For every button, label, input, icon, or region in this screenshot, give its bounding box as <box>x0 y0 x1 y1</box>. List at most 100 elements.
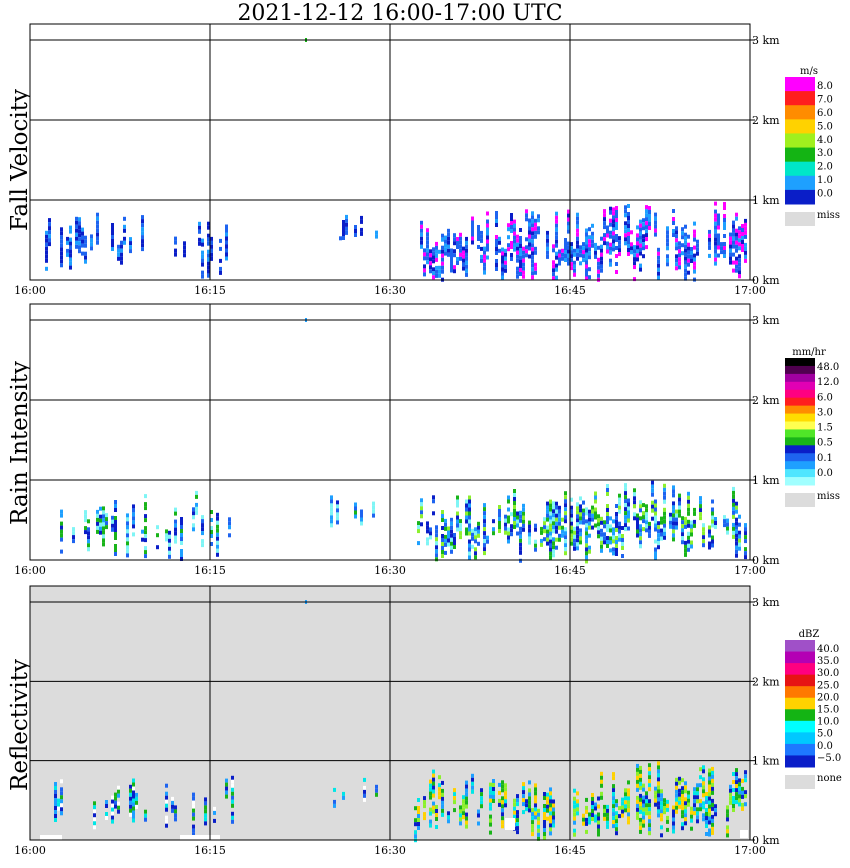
echo-cell <box>48 230 51 235</box>
echo-cell <box>639 227 642 232</box>
echo-cell <box>591 817 594 821</box>
echo-cell <box>666 226 669 231</box>
echo-cell <box>570 521 573 526</box>
echo-cell <box>501 784 504 789</box>
echo-cell <box>60 521 63 526</box>
echo-cell <box>633 492 636 497</box>
echo-cell <box>645 504 648 509</box>
legend-label: 1.5 <box>817 423 833 434</box>
echo-cell <box>555 267 558 272</box>
echo-cell <box>87 527 90 532</box>
echo-cell <box>549 791 552 796</box>
echo-cell <box>165 819 168 824</box>
echo-cell <box>504 526 507 531</box>
echo-cell <box>654 547 657 552</box>
echo-cell <box>111 243 114 247</box>
echo-cell <box>525 807 528 812</box>
legend-unit: dBZ <box>799 629 820 640</box>
echo-cell <box>621 534 624 538</box>
legend-unit: m/s <box>800 66 818 77</box>
x-tick-label: 16:15 <box>194 284 226 297</box>
echo-cell <box>435 809 438 813</box>
echo-cell <box>495 251 498 255</box>
echo-cell <box>675 262 678 267</box>
echo-cell <box>420 506 423 511</box>
echo-cell <box>735 792 738 797</box>
echo-cell <box>609 230 612 235</box>
echo-cell <box>549 811 552 816</box>
echo-cell <box>426 256 429 261</box>
legend-swatch <box>785 421 815 430</box>
echo-cell <box>714 233 717 238</box>
echo-cell <box>648 533 651 538</box>
echo-cell <box>738 266 741 271</box>
echo-cell <box>735 780 738 785</box>
echo-cell <box>741 790 744 795</box>
echo-cell <box>702 539 705 544</box>
echo-cell <box>642 783 645 788</box>
echo-cell <box>468 551 471 556</box>
echo-cell <box>639 508 642 513</box>
echo-cell <box>549 503 552 508</box>
echo-cell <box>741 240 744 244</box>
echo-cell <box>657 529 660 534</box>
echo-cell <box>564 519 567 524</box>
echo-cell <box>528 242 531 247</box>
echo-cell <box>336 504 339 509</box>
echo-cell <box>123 224 126 229</box>
echo-cell <box>591 793 594 797</box>
echo-cell <box>636 533 639 538</box>
echo-cell <box>744 234 747 239</box>
echo-cell <box>477 541 480 546</box>
echo-cell <box>672 825 675 830</box>
echo-cell <box>507 243 510 248</box>
echo-cell <box>639 516 642 521</box>
echo-cell <box>672 485 675 490</box>
echo-cell <box>726 817 729 822</box>
echo-cell <box>711 766 714 771</box>
echo-cell <box>735 529 738 534</box>
echo-cell <box>585 539 588 544</box>
echo-cell <box>531 255 534 260</box>
echo-cell <box>735 541 738 546</box>
echo-cell <box>522 270 525 275</box>
echo-cell <box>687 258 690 263</box>
echo-cell <box>744 535 747 540</box>
echo-cell <box>453 541 456 545</box>
echo-cell <box>459 805 462 810</box>
echo-cell <box>111 807 114 812</box>
echo-cell <box>201 539 204 544</box>
echo-cell <box>600 528 603 533</box>
echo-cell <box>573 796 576 801</box>
echo-cell <box>519 542 522 547</box>
echo-cell <box>594 246 597 251</box>
echo-cell <box>438 787 441 792</box>
echo-cell <box>555 513 558 518</box>
echo-cell <box>78 225 81 230</box>
echo-cell <box>684 276 687 281</box>
echo-cell <box>135 792 138 797</box>
echo-cell <box>618 501 621 506</box>
echo-cell <box>732 522 735 527</box>
echo-cell <box>732 780 735 784</box>
echo-cell <box>729 792 732 797</box>
echo-cell <box>414 818 417 823</box>
echo-cell <box>558 249 561 254</box>
echo-cell <box>522 786 525 791</box>
echo-cell <box>363 793 366 798</box>
echo-cell <box>615 226 618 230</box>
echo-cell <box>624 527 627 532</box>
echo-cell <box>432 495 435 500</box>
echo-cell <box>582 516 585 521</box>
echo-cell <box>339 236 342 241</box>
echo-cell <box>54 798 57 802</box>
echo-cell <box>657 271 660 276</box>
echo-cell <box>714 221 717 226</box>
echo-cell <box>477 245 480 249</box>
echo-cell <box>450 517 453 522</box>
echo-cell <box>126 517 129 522</box>
echo-cell <box>144 518 147 523</box>
echo-cell <box>543 529 546 534</box>
echo-cell <box>585 268 588 273</box>
echo-cell <box>219 238 222 243</box>
